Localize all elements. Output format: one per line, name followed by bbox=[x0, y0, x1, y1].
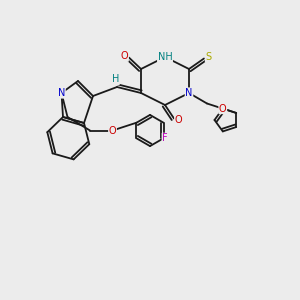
Text: S: S bbox=[206, 52, 212, 62]
Text: NH: NH bbox=[158, 52, 172, 62]
Text: H: H bbox=[112, 74, 119, 85]
Text: N: N bbox=[185, 88, 193, 98]
Text: F: F bbox=[162, 133, 168, 143]
Text: O: O bbox=[109, 125, 116, 136]
Text: O: O bbox=[175, 115, 182, 125]
Text: O: O bbox=[219, 103, 226, 114]
Text: N: N bbox=[58, 88, 65, 98]
Text: O: O bbox=[121, 51, 128, 61]
